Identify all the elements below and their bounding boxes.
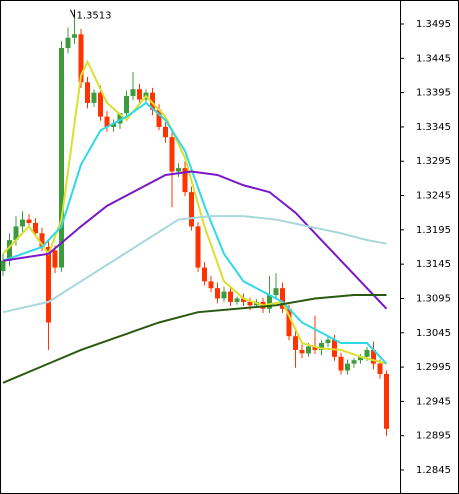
candle-body	[33, 222, 38, 234]
y-tick-label: 1.3045	[416, 328, 451, 339]
candle-body	[332, 339, 337, 357]
candle-body	[384, 373, 389, 429]
candle-body	[241, 298, 246, 302]
moving-average	[2, 170, 388, 310]
candle-body	[104, 116, 110, 127]
y-tick-label: 1.3445	[416, 53, 451, 64]
candle-body	[163, 126, 168, 138]
moving-average	[2, 215, 387, 314]
candle-body	[293, 336, 298, 350]
moving-average	[2, 101, 388, 365]
candle-body	[91, 92, 97, 103]
candle-body	[189, 192, 194, 227]
y-tick-label: 1.2895	[416, 431, 451, 442]
y-tick-label: 1.3195	[416, 225, 451, 236]
y-tick-label: 1.3345	[416, 122, 451, 133]
candle-body	[364, 349, 370, 357]
candle-body	[111, 123, 116, 127]
candle-body	[215, 288, 220, 299]
candle-body	[234, 298, 240, 302]
candle-body	[195, 226, 201, 268]
candle-body	[306, 346, 311, 354]
candle-body	[371, 349, 376, 364]
candle-body	[169, 137, 175, 172]
candle-body	[338, 356, 344, 371]
candle-body	[0, 260, 6, 272]
y-tick-label: 1.2995	[416, 362, 451, 373]
y-tick-label: 1.3245	[416, 191, 451, 202]
y-tick-label: 1.3095	[416, 293, 451, 304]
candle-body	[358, 356, 363, 361]
candle-body	[182, 168, 188, 193]
candle-body	[156, 109, 162, 127]
candle-body	[176, 168, 181, 172]
candle-body	[72, 34, 77, 38]
high-label: 1.3513	[77, 11, 112, 22]
candle-body	[7, 240, 12, 261]
candle-body	[78, 34, 84, 83]
y-tick-label: 1.2945	[416, 396, 451, 407]
y-tick-label: 1.3145	[416, 259, 451, 270]
candle-body	[228, 291, 233, 302]
y-tick-label: 1.3495	[416, 19, 451, 30]
candle-body	[202, 267, 207, 282]
candle-body	[130, 89, 136, 97]
candle-body	[65, 37, 71, 49]
candle-body	[20, 219, 25, 227]
candle-body	[39, 233, 45, 247]
candle-body	[299, 349, 305, 354]
candle-body	[137, 89, 142, 100]
moving-average	[2, 59, 387, 365]
candle-body	[325, 339, 331, 344]
candle-body	[345, 363, 350, 371]
candle-body	[117, 113, 123, 124]
moving-average	[2, 294, 387, 384]
candle-body	[377, 363, 383, 374]
candle-body	[247, 301, 253, 306]
candle-body	[124, 96, 129, 114]
candle-body	[26, 219, 32, 223]
candle-body	[273, 288, 279, 296]
candle-body	[150, 92, 155, 110]
candle-body	[351, 360, 357, 364]
candle-body	[312, 346, 318, 350]
candle-body	[52, 250, 58, 268]
y-tick-label: 1.2845	[416, 465, 451, 476]
candle-body	[208, 281, 214, 289]
candle-body	[98, 92, 103, 117]
candle-body	[59, 48, 64, 268]
y-tick-label: 1.3295	[416, 156, 451, 167]
high-marker	[70, 9, 75, 18]
candle-body	[319, 343, 324, 350]
candle-body	[280, 288, 285, 309]
candle-body	[13, 226, 19, 241]
candle-body	[221, 291, 227, 299]
candle-body	[46, 247, 51, 323]
y-tick-label: 1.3395	[416, 88, 451, 99]
candle-body	[267, 295, 272, 309]
candle-body	[85, 82, 90, 103]
candle-body	[286, 308, 292, 337]
